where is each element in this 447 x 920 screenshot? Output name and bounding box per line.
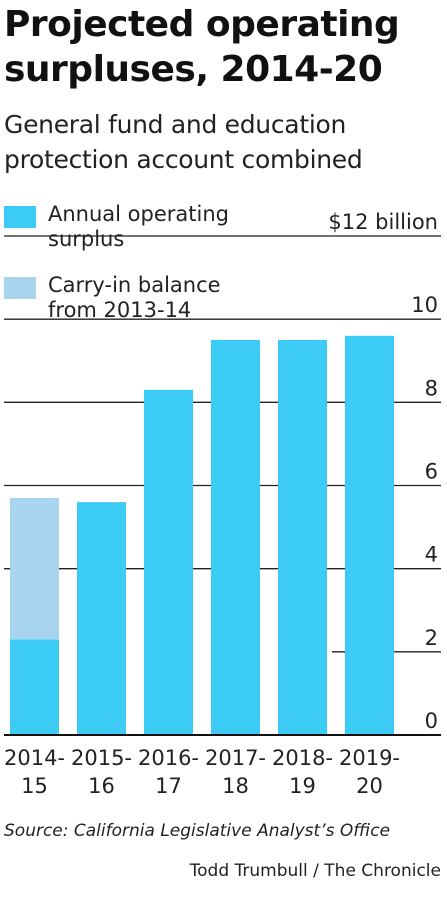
x-tick-label: 20	[356, 774, 383, 798]
legend-swatch-annual-surplus	[4, 206, 36, 228]
chart-subtitle: General fund and education protection ac…	[4, 110, 363, 174]
y-tick-label: $12 billion	[328, 210, 438, 234]
bar-annual-surplus	[10, 639, 59, 735]
legend-label-carry-in: Carry-in balance from 2013-14	[48, 273, 278, 323]
x-tick-label: 2018-	[272, 746, 333, 770]
bar-annual-surplus	[144, 389, 193, 735]
y-tick-label: 6	[425, 460, 438, 484]
legend-line-1: Carry-in balance	[48, 273, 221, 297]
legend-line-1: Annual operating	[48, 202, 229, 226]
source-note: Source: California Legislative Analyst’s…	[4, 821, 391, 841]
x-tick-label: 2019-	[339, 746, 400, 770]
x-tick-label: 19	[289, 774, 316, 798]
x-tick-label: 16	[88, 774, 115, 798]
x-tick-label: 15	[21, 774, 48, 798]
bar-annual-surplus	[345, 335, 394, 735]
x-tick-label: 2017-	[205, 746, 266, 770]
x-tick-label: 2016-	[138, 746, 199, 770]
legend-line-2: from 2013-14	[48, 298, 192, 322]
x-tick-label: 2014-	[4, 746, 65, 770]
legend-line-2: surplus	[48, 227, 125, 251]
chart-title: Projected operating surpluses, 2014-20	[4, 4, 400, 90]
bar-annual-surplus	[278, 339, 327, 735]
x-tick-label: 2015-	[71, 746, 132, 770]
y-tick-label: 2	[425, 626, 438, 650]
bar-chart: 0 2 4 6 8 10 $12 billion 2014- 15 2015- 16 2016- 17 2…	[4, 210, 441, 798]
bar-annual-surplus	[211, 339, 260, 735]
y-tick-label: 4	[425, 543, 438, 567]
credit-line: Todd Trumbull / The Chronicle	[189, 861, 441, 881]
y-tick-label: 10	[411, 293, 438, 317]
x-tick-label: 17	[155, 774, 182, 798]
legend-swatch-carry-in	[4, 277, 36, 299]
bar-carry-in	[10, 497, 59, 640]
x-tick-label: 18	[222, 774, 249, 798]
bar-annual-surplus	[77, 502, 126, 735]
y-tick-label: 8	[425, 376, 438, 400]
legend-label-annual-surplus: Annual operating surplus	[48, 202, 278, 252]
y-tick-label: 0	[425, 709, 438, 733]
